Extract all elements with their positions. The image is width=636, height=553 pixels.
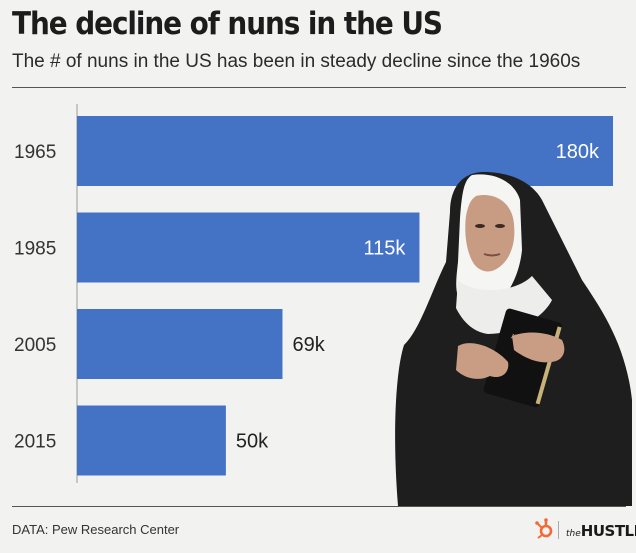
bar-2015	[77, 405, 226, 476]
value-label-1965: 180k	[556, 141, 600, 163]
nun-right-hand	[512, 332, 565, 363]
bottom-divider	[12, 506, 626, 507]
bar-2005	[77, 309, 283, 379]
value-label-2015: 50k	[236, 431, 269, 453]
value-label-1985: 115k	[364, 238, 407, 260]
nun-photo: Holy Bible	[395, 172, 632, 506]
bar-chart: 1965 180k 1985 115k 2005 69k 2015 50k	[14, 104, 613, 483]
nun-left-eye	[475, 224, 485, 228]
data-source: DATA: Pew Research Center	[12, 522, 180, 537]
category-label-2005: 2005	[14, 335, 56, 356]
chart-title: The decline of nuns in the US	[12, 6, 443, 42]
nun-left-hand	[456, 343, 509, 379]
category-label-1985: 1985	[14, 239, 56, 260]
bar-1965	[77, 116, 613, 186]
nun-mouth	[483, 253, 501, 257]
category-label-2015: 2015	[14, 432, 56, 453]
nun-face	[465, 195, 515, 272]
value-label-2005: 69k	[292, 334, 325, 356]
bar-1985	[77, 212, 420, 283]
brand-wordmark: theHUSTLE	[566, 522, 636, 540]
category-label-1965: 1965	[14, 142, 56, 163]
top-divider	[12, 87, 626, 88]
sprocket-icon	[535, 518, 553, 539]
chart-subtitle: The # of nuns in the US has been in stea…	[12, 51, 581, 72]
bars-group	[77, 116, 613, 476]
nun-right-eye	[495, 224, 505, 228]
logo-separator	[558, 521, 559, 539]
